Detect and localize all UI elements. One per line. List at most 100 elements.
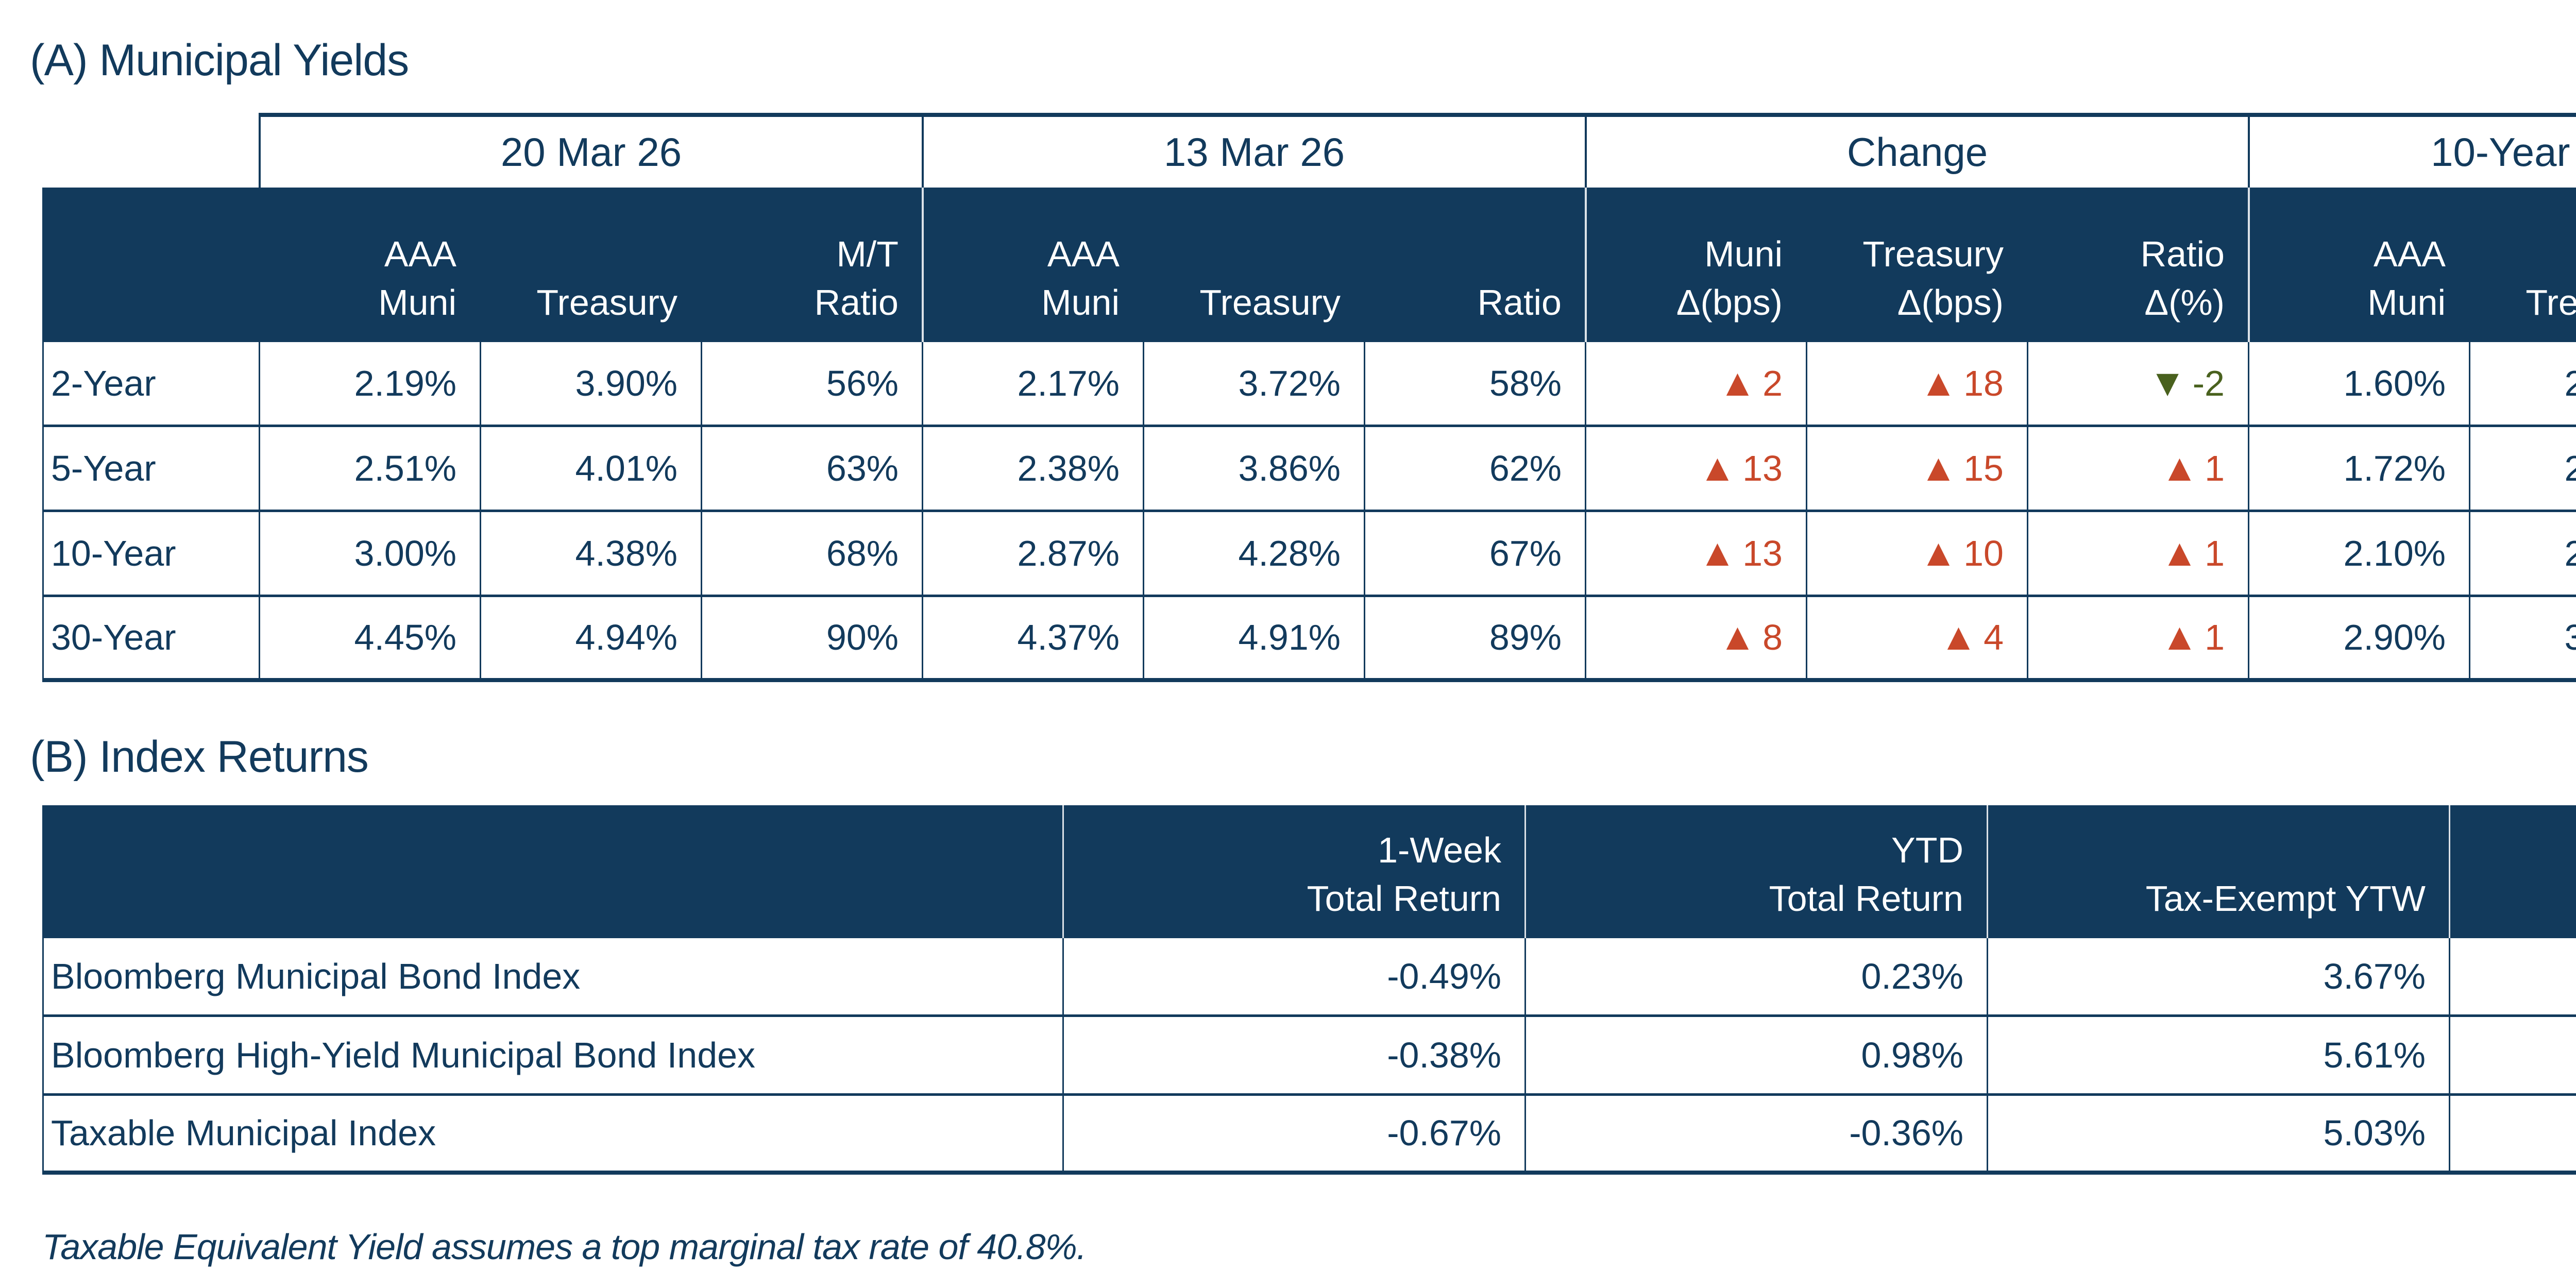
ytw-value: 5.03% — [2449, 1095, 2576, 1175]
column-header-ytd-total-return: YTD Total Return — [1524, 805, 1987, 938]
column-header-line1: M/T — [836, 233, 899, 274]
column-header-mt-ratio: M/T Ratio — [701, 187, 922, 342]
delta-cell: 13 — [1585, 427, 1806, 512]
delta-value: 1 — [2205, 448, 2225, 488]
delta-value: 1 — [2205, 617, 2225, 658]
table-b-title: (B) Index Returns — [30, 732, 369, 782]
ytw-value: 5.61% — [1987, 1016, 2449, 1096]
column-header-line2: Treasury — [2526, 282, 2576, 323]
column-header-muni-delta: Muni Δ(bps) — [1585, 187, 1806, 342]
return-value: 0.23% — [1524, 938, 1987, 1017]
delta-value: 13 — [1742, 533, 1783, 573]
ratio-value: 62% — [1364, 427, 1585, 512]
delta-cell: 10 — [1806, 512, 2027, 597]
delta-value: 18 — [1963, 363, 2004, 403]
yield-value: 4.38% — [480, 512, 701, 597]
average-value: 1.72% — [2248, 427, 2469, 512]
delta-value: 1 — [2205, 533, 2225, 573]
column-header-line2: Δ(bps) — [1897, 282, 2004, 323]
column-header-line2: Muni — [378, 282, 456, 323]
ratio-value: 68% — [701, 512, 922, 597]
return-value: -0.49% — [1062, 938, 1524, 1017]
ratio-value: 90% — [701, 597, 922, 682]
row-label: 5-Year — [42, 427, 259, 512]
triangle-up-icon — [1920, 363, 1957, 404]
yield-value: 4.45% — [259, 597, 480, 682]
delta-cell: 1 — [2027, 512, 2248, 597]
row-label: 2-Year — [42, 342, 259, 427]
index-name: Bloomberg High-Yield Municipal Bond Inde… — [42, 1016, 1062, 1096]
ytw-value: 5.03% — [1987, 1095, 2449, 1175]
column-header-aaa-muni: AAA Muni — [259, 187, 480, 342]
ratio-value: 63% — [701, 427, 922, 512]
column-header-ratio: Ratio — [1364, 187, 1585, 342]
yield-value: 2.51% — [259, 427, 480, 512]
yield-value: 4.01% — [480, 427, 701, 512]
triangle-up-icon — [1719, 617, 1756, 658]
column-header-line2: Δ(bps) — [1676, 282, 1783, 323]
delta-cell: -2 — [2027, 342, 2248, 427]
delta-value: 15 — [1963, 448, 2004, 488]
column-header-line1: Ratio — [2140, 233, 2225, 274]
yield-value: 3.00% — [259, 512, 480, 597]
column-header-line1: AAA — [1047, 233, 1120, 274]
return-value: 0.98% — [1524, 1016, 1987, 1096]
column-header-line1: YTD — [1891, 829, 1963, 870]
index-name: Bloomberg Municipal Bond Index — [42, 938, 1062, 1017]
column-header-line1: Treasury — [1862, 233, 2004, 274]
average-value: 2.50% — [2469, 427, 2576, 512]
yield-value: 2.38% — [922, 427, 1143, 512]
delta-value: 10 — [1963, 533, 2004, 573]
column-header-line1: AAA — [2373, 233, 2446, 274]
column-header-treasury: Treasury — [2469, 187, 2576, 342]
ratio-value: 67% — [1364, 512, 1585, 597]
column-header-line2: Treasury — [536, 282, 677, 323]
return-value: -0.36% — [1524, 1095, 1987, 1175]
delta-cell: 18 — [1806, 342, 2027, 427]
yield-value: 2.19% — [259, 342, 480, 427]
column-header-spacer — [42, 187, 259, 342]
triangle-up-icon — [1719, 363, 1756, 404]
delta-cell: 1 — [2027, 597, 2248, 682]
average-value: 2.90% — [2248, 597, 2469, 682]
average-value: 1.60% — [2248, 342, 2469, 427]
yield-value: 3.90% — [480, 342, 701, 427]
column-header-line1: AAA — [384, 233, 456, 274]
column-header-ratio-delta: Ratio Δ(%) — [2027, 187, 2248, 342]
delta-cell: 8 — [1585, 597, 1806, 682]
column-header-line2: Treasury — [1199, 282, 1341, 323]
column-header-line2: Ratio — [814, 282, 899, 323]
triangle-up-icon — [1940, 617, 1977, 658]
table-a-title: (A) Municipal Yields — [30, 36, 409, 85]
ytw-value: 6.20% — [2449, 938, 2576, 1017]
delta-value: -2 — [2192, 363, 2225, 403]
delta-value: 2 — [1762, 363, 1783, 403]
index-returns-table: 1-Week Total Return YTD Total Return Tax-E… — [42, 805, 2576, 1175]
delta-cell: 15 — [1806, 427, 2027, 512]
return-value: -0.67% — [1062, 1095, 1524, 1175]
ratio-value: 89% — [1364, 597, 1585, 682]
triangle-up-icon — [2161, 448, 2198, 489]
column-header-treasury-delta: Treasury Δ(bps) — [1806, 187, 2027, 342]
triangle-up-icon — [1920, 448, 1957, 489]
average-value: 2.74% — [2469, 512, 2576, 597]
yield-value: 2.17% — [922, 342, 1143, 427]
average-value: 3.16% — [2469, 597, 2576, 682]
column-header-line2: Muni — [1041, 282, 1120, 323]
row-label: 10-Year — [42, 512, 259, 597]
column-header-line2: Muni — [2367, 282, 2446, 323]
row-label: 30-Year — [42, 597, 259, 682]
group-header-change: Change — [1585, 112, 2248, 188]
delta-cell: 13 — [1585, 512, 1806, 597]
yield-value: 3.72% — [1143, 342, 1364, 427]
delta-value: 13 — [1742, 448, 1783, 488]
triangle-down-icon — [2149, 363, 2187, 404]
column-header-tax-exempt-ytw: Tax-Exempt YTW — [1987, 805, 2449, 938]
triangle-up-icon — [1699, 533, 1736, 574]
group-header-13mar26: 13 Mar 26 — [922, 112, 1585, 188]
column-header-aaa-muni: AAA Muni — [2248, 187, 2469, 342]
yield-value: 4.91% — [1143, 597, 1364, 682]
column-header-line2: Tax-Exempt YTW — [2145, 878, 2426, 919]
